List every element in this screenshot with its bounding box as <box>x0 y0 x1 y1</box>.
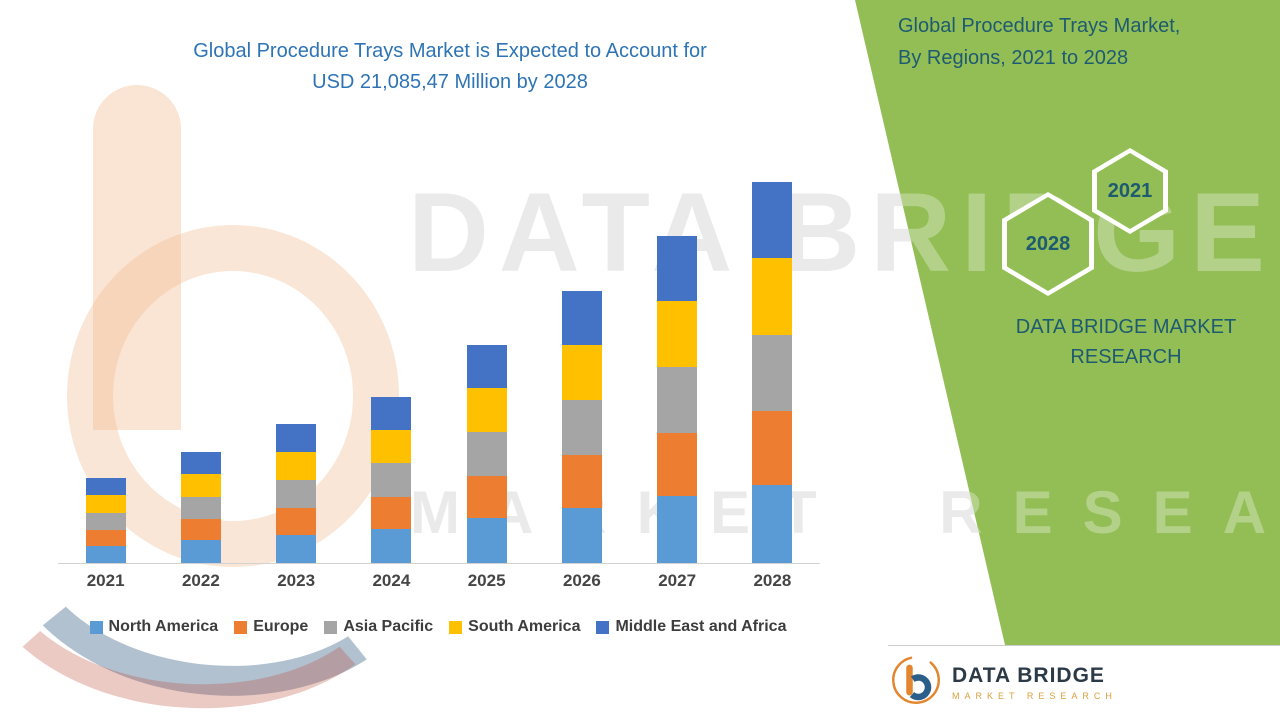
chart-legend: North America Europe Asia Pacific South Ame… <box>48 618 828 636</box>
bar-segment-2028 <box>752 182 793 259</box>
bar-2026 <box>534 291 629 563</box>
bar-2023 <box>249 424 344 563</box>
bar-segment-2027 <box>657 432 698 497</box>
bar-segment-2025 <box>466 344 507 388</box>
bar-segment-2021 <box>85 495 126 513</box>
bar-segment-2025 <box>466 518 507 563</box>
legend-item: Middle East and Africa <box>596 618 786 636</box>
legend-label: South America <box>468 618 581 635</box>
hexagon-2028-label: 2028 <box>1025 232 1071 255</box>
x-axis-label-2028: 2028 <box>753 571 792 590</box>
bar-segment-2021 <box>85 478 126 496</box>
right-panel-brand: DATA BRIDGE MARKET RESEARCH <box>1000 312 1252 372</box>
hexagon-2021-label: 2021 <box>1107 179 1153 202</box>
bar-2024 <box>344 396 439 563</box>
x-axis-label-2023: 2023 <box>277 571 316 590</box>
right-panel-title-line1: Global Procedure Trays Market, <box>898 15 1181 37</box>
bar-segment-2023 <box>276 534 317 563</box>
bar-segment-2024 <box>371 396 412 430</box>
bar-segment-2022 <box>180 518 221 541</box>
right-panel-title: Global Procedure Trays Market, By Region… <box>898 10 1268 74</box>
x-axis-label-2027: 2027 <box>658 571 697 590</box>
footer-logo: DATA BRIDGE MARKET RESEARCH <box>890 650 1280 714</box>
bar-segment-2021 <box>85 512 126 530</box>
bar-segment-2028 <box>752 335 793 412</box>
bar-segment-2026 <box>561 454 602 508</box>
chart-title: Global Procedure Trays Market is Expecte… <box>80 36 820 98</box>
bar-segment-2026 <box>561 345 602 401</box>
bar-segment-2027 <box>657 236 698 302</box>
footer-logo-subtitle: MARKET RESEARCH <box>952 690 1117 701</box>
bar-segment-2025 <box>466 387 507 433</box>
right-panel-brand-line1: DATA BRIDGE MARKET <box>1015 316 1237 338</box>
legend-item: Europe <box>234 618 308 636</box>
legend-label: Asia Pacific <box>343 618 434 635</box>
bar-segment-2022 <box>180 473 221 497</box>
bar-segment-2028 <box>752 485 793 563</box>
legend-swatch-icon <box>324 620 338 634</box>
x-axis-label-2024: 2024 <box>372 571 411 590</box>
bar-segment-2021 <box>85 545 126 563</box>
bar-segment-2028 <box>752 411 793 486</box>
legend-item: North America <box>89 618 219 636</box>
legend-label: North America <box>108 618 219 635</box>
bar-segment-2024 <box>371 463 412 497</box>
x-axis-labels: 2021 2022 2023 2024 2025 2026 2027 2028 <box>58 571 820 591</box>
bar-2027 <box>630 236 725 563</box>
bar-segment-2028 <box>752 258 793 336</box>
footer-divider-line <box>888 645 1280 646</box>
bar-segment-2027 <box>657 301 698 368</box>
x-axis-label-2021: 2021 <box>86 571 125 590</box>
stacked-bar-chart <box>58 175 820 564</box>
chart-title-line1: Global Procedure Trays Market is Expecte… <box>193 40 707 62</box>
legend-item: Asia Pacific <box>324 618 433 636</box>
bar-segment-2022 <box>180 496 221 519</box>
bar-segment-2025 <box>466 432 507 476</box>
bar-segment-2021 <box>85 529 126 546</box>
bar-segment-2023 <box>276 480 317 508</box>
bar-2021 <box>58 478 153 563</box>
legend-swatch-icon <box>89 620 103 634</box>
bar-segment-2023 <box>276 507 317 535</box>
bar-segment-2024 <box>371 496 412 530</box>
data-bridge-logo-icon <box>890 654 942 711</box>
right-panel-title-line2: By Regions, 2021 to 2028 <box>898 47 1129 69</box>
x-axis-label-2022: 2022 <box>181 571 220 590</box>
bar-2025 <box>439 344 534 563</box>
chart-title-line2: USD 21,085,47 Million by 2028 <box>312 71 588 93</box>
bar-2022 <box>153 451 248 563</box>
bar-segment-2023 <box>276 451 317 481</box>
bar-segment-2023 <box>276 424 317 452</box>
bar-2028 <box>725 182 820 563</box>
bar-segment-2026 <box>561 400 602 455</box>
legend-label: Middle East and Africa <box>615 618 787 635</box>
bar-segment-2026 <box>561 507 602 563</box>
footer-logo-texts: DATA BRIDGE MARKET RESEARCH <box>952 664 1117 701</box>
bar-segment-2024 <box>371 529 412 563</box>
bar-segment-2025 <box>466 475 507 519</box>
bar-segment-2026 <box>561 291 602 346</box>
legend-swatch-icon <box>449 620 463 634</box>
footer-logo-title: DATA BRIDGE <box>952 663 1105 687</box>
right-panel-brand-line2: RESEARCH <box>1070 346 1182 368</box>
legend-label: Europe <box>253 618 309 635</box>
bar-segment-2024 <box>371 429 412 464</box>
bar-segment-2027 <box>657 496 698 563</box>
legend-swatch-icon <box>234 620 248 634</box>
legend-item: South America <box>449 618 580 636</box>
x-axis-label-2026: 2026 <box>562 571 601 590</box>
bar-segment-2022 <box>180 540 221 563</box>
legend-swatch-icon <box>596 620 610 634</box>
x-axis-label-2025: 2025 <box>467 571 506 590</box>
bar-segment-2027 <box>657 367 698 433</box>
bars <box>58 175 820 563</box>
bar-segment-2022 <box>180 451 221 474</box>
